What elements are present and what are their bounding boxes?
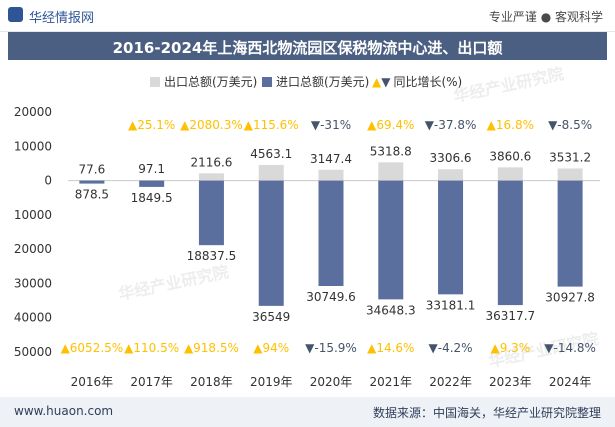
export-growth-label-up: ▲69.4% bbox=[367, 118, 414, 132]
import-bar bbox=[79, 180, 105, 184]
footer-website: www.huaon.com bbox=[14, 404, 114, 418]
export-value-label: 2116.6 bbox=[190, 155, 232, 169]
legend-item-import: 进口总额(万美元) bbox=[262, 73, 369, 90]
export-bar bbox=[318, 169, 344, 181]
import-value-label: 34648.3 bbox=[366, 303, 416, 317]
brand-slogan: 专业严谨 ● 客观科学 bbox=[488, 10, 603, 24]
export-bar bbox=[438, 169, 464, 181]
brand-name: 华经情报网 bbox=[29, 11, 95, 26]
import-growth-label-up: ▲94% bbox=[253, 341, 289, 355]
legend-label-export: 出口总额(万美元) bbox=[164, 75, 258, 89]
import-growth-label-up: ▲918.5% bbox=[184, 341, 239, 355]
import-value-label: 36549 bbox=[252, 310, 290, 324]
y-tick-label: 40000 bbox=[14, 311, 52, 325]
y-tick-label: 0 bbox=[44, 174, 52, 188]
import-value-label: 33181.1 bbox=[426, 298, 476, 312]
x-tick-label: 2022年 bbox=[429, 375, 472, 389]
y-tick-label: 20000 bbox=[14, 242, 52, 256]
export-value-label: 77.6 bbox=[79, 162, 106, 176]
export-growth-label-down: ▼-37.8% bbox=[425, 118, 477, 132]
import-bar bbox=[497, 180, 523, 306]
legend-label-growth: 同比增长(%) bbox=[393, 75, 463, 89]
x-tick-label: 2018年 bbox=[190, 375, 233, 389]
import-growth-label-down: ▼-15.9% bbox=[305, 341, 357, 355]
import-bar bbox=[198, 180, 224, 246]
y-tick-label: 50000 bbox=[14, 345, 52, 359]
chart-legend: 出口总额(万美元) 进口总额(万美元) ▲▼ 同比增长(%) bbox=[0, 73, 615, 93]
legend-swatch-export bbox=[150, 77, 160, 87]
import-value-label: 18837.5 bbox=[187, 249, 237, 263]
import-value-label: 36317.7 bbox=[486, 309, 536, 323]
import-growth-label-down: ▼-4.2% bbox=[429, 341, 473, 355]
y-tick-label: 30000 bbox=[14, 276, 52, 290]
import-value-label: 30749.6 bbox=[306, 290, 356, 304]
export-value-label: 4563.1 bbox=[250, 147, 292, 161]
export-growth-label-up: ▲25.1% bbox=[128, 118, 175, 132]
export-value-label: 3531.2 bbox=[549, 150, 591, 164]
export-value-label: 5318.8 bbox=[370, 144, 412, 158]
export-growth-label-down: ▼-31% bbox=[311, 118, 351, 132]
import-value-label: 878.5 bbox=[75, 188, 109, 202]
import-bar bbox=[258, 180, 284, 306]
export-bar bbox=[258, 164, 284, 181]
export-growth-label-up: ▲115.6% bbox=[244, 118, 299, 132]
watermark-text: 华经产业研究院 bbox=[117, 262, 231, 304]
import-growth-label-down: ▼-14.8% bbox=[544, 341, 596, 355]
y-tick-label: 10000 bbox=[14, 208, 52, 222]
export-growth-label-up: ▲2080.3% bbox=[180, 118, 243, 132]
legend-swatch-import bbox=[262, 77, 272, 87]
top-bar: 华经情报网 专业严谨 ● 客观科学 bbox=[0, 0, 615, 32]
export-bar bbox=[497, 167, 523, 181]
x-tick-label: 2021年 bbox=[370, 375, 413, 389]
footer-source: 数据来源：中国海关，华经产业研究院整理 bbox=[372, 406, 601, 420]
legend-up-triangle-icon: ▲ bbox=[372, 75, 382, 89]
import-growth-label-up: ▲14.6% bbox=[367, 341, 414, 355]
footer-bar: www.huaon.com 数据来源：中国海关，华经产业研究院整理 bbox=[0, 397, 615, 427]
import-growth-label-up: ▲110.5% bbox=[124, 341, 179, 355]
import-bar bbox=[378, 180, 404, 300]
import-bar bbox=[438, 180, 464, 295]
y-tick-label: 20000 bbox=[14, 105, 52, 119]
x-tick-label: 2016年 bbox=[71, 375, 114, 389]
x-tick-label: 2019年 bbox=[250, 375, 293, 389]
export-value-label: 97.1 bbox=[138, 162, 165, 176]
import-bar bbox=[318, 180, 344, 286]
export-growth-label-down: ▼-8.5% bbox=[548, 118, 592, 132]
watermark-text: 华经产业研究院 bbox=[452, 64, 566, 106]
legend-item-export: 出口总额(万美元) bbox=[150, 73, 257, 90]
legend-down-triangle-icon: ▼ bbox=[381, 75, 391, 89]
x-tick-label: 2017年 bbox=[130, 375, 173, 389]
brand-logo-icon bbox=[8, 7, 23, 22]
x-tick-label: 2023年 bbox=[489, 375, 532, 389]
export-value-label: 3147.4 bbox=[310, 152, 352, 166]
export-bar bbox=[557, 168, 583, 181]
export-bar bbox=[198, 173, 224, 181]
legend-item-growth: ▲▼ 同比增长(%) bbox=[372, 73, 462, 90]
x-tick-label: 2024年 bbox=[549, 375, 592, 389]
title-bar: 2016-2024年上海西北物流园区保税物流中心进、出口额 bbox=[8, 32, 607, 60]
import-bar bbox=[139, 180, 165, 187]
export-value-label: 3860.6 bbox=[489, 149, 531, 163]
import-growth-label-up: ▲9.3% bbox=[490, 341, 530, 355]
export-bar bbox=[378, 162, 404, 181]
export-value-label: 3306.6 bbox=[430, 151, 472, 165]
import-bar bbox=[557, 180, 583, 287]
x-tick-label: 2020年 bbox=[310, 375, 353, 389]
chart-title: 2016-2024年上海西北物流园区保税物流中心进、出口额 bbox=[112, 39, 503, 57]
import-growth-label-up: ▲6052.5% bbox=[61, 341, 124, 355]
import-value-label: 30927.8 bbox=[545, 291, 595, 305]
y-tick-label: 10000 bbox=[14, 139, 52, 153]
legend-label-import: 进口总额(万美元) bbox=[276, 75, 370, 89]
export-growth-label-up: ▲16.8% bbox=[487, 118, 534, 132]
import-value-label: 1849.5 bbox=[131, 191, 173, 205]
